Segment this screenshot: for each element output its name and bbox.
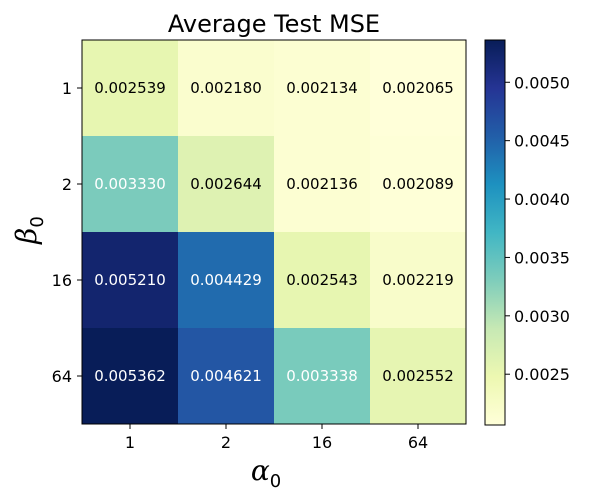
- heatmap-cell-label: 0.002180: [190, 79, 262, 97]
- heatmap-cell: [82, 136, 178, 232]
- heatmap-cell-label: 0.002089: [382, 175, 454, 193]
- y-axis-label-subscript: 0: [27, 216, 48, 227]
- heatmap-cell: [370, 40, 466, 136]
- x-axis-label-subscript: 0: [270, 471, 281, 492]
- colorbar-tick-label: 0.0040: [514, 190, 570, 209]
- heatmap-cell: [274, 232, 370, 328]
- heatmap-cell-label: 0.003330: [94, 175, 166, 193]
- y-tick-label: 2: [62, 175, 72, 194]
- heatmap-cell-label: 0.004429: [190, 271, 262, 289]
- heatmap-cell-label: 0.004621: [190, 367, 262, 385]
- heatmap-cell-label: 0.002644: [190, 175, 262, 193]
- heatmap-cell: [82, 328, 178, 424]
- chart-title: Average Test MSE: [168, 10, 380, 38]
- heatmap-cell-label: 0.002136: [286, 175, 358, 193]
- colorbar: [484, 39, 506, 426]
- x-tick-label: 16: [312, 433, 332, 452]
- heatmap-cells: [82, 40, 466, 424]
- heatmap-cell: [370, 136, 466, 232]
- heatmap-cell: [178, 232, 274, 328]
- heatmap-cell-label: 0.002065: [382, 79, 454, 97]
- heatmap-cell-label: 0.002134: [286, 79, 358, 97]
- colorbar-tick-label: 0.0035: [514, 248, 570, 267]
- heatmap-cell-label: 0.002543: [286, 271, 358, 289]
- y-tick-label: 64: [52, 367, 72, 386]
- y-tick-label: 16: [52, 271, 72, 290]
- heatmap-cell: [82, 40, 178, 136]
- heatmap-cell: [274, 136, 370, 232]
- heatmap-cell: [370, 232, 466, 328]
- heatmap-cell: [82, 232, 178, 328]
- plot-frame: [81, 39, 467, 425]
- y-axis-ticks: 1 2 16 64: [52, 79, 82, 386]
- heatmap-cell-label: 0.002552: [382, 367, 454, 385]
- x-axis-label-base: α: [251, 454, 270, 487]
- heatmap-cell-label: 0.005210: [94, 271, 166, 289]
- heatmap-cell-label: 0.002219: [382, 271, 454, 289]
- heatmap-cell: [178, 40, 274, 136]
- colorbar-tick-label: 0.0025: [514, 365, 570, 384]
- y-axis-label: β0: [10, 216, 48, 245]
- colorbar-tick-label: 0.0030: [514, 307, 570, 326]
- x-axis-label: α0: [251, 454, 281, 492]
- x-tick-label: 2: [221, 433, 231, 452]
- colorbar-ticks: 0.0025 0.0030 0.0035 0.0040 0.0045 0.0050: [505, 73, 570, 384]
- heatmap-cell: [274, 40, 370, 136]
- x-axis-ticks: 1 2 16 64: [125, 424, 428, 452]
- heatmap-cell-label: 0.005362: [94, 367, 166, 385]
- heatmap-cell-labels: 0.002539 0.002180 0.002134 0.002065 0.003330…: [94, 79, 454, 385]
- heatmap-cell: [370, 328, 466, 424]
- heatmap-cell: [178, 136, 274, 232]
- colorbar-tick-label: 0.0045: [514, 132, 570, 151]
- heatmap-cell-label: 0.003338: [286, 367, 358, 385]
- y-tick-label: 1: [62, 79, 72, 98]
- x-tick-label: 64: [408, 433, 428, 452]
- heatmap-cell-label: 0.002539: [94, 79, 166, 97]
- heatmap-cell: [274, 328, 370, 424]
- y-axis-label-base: β: [10, 228, 43, 245]
- colorbar-tick-label: 0.0050: [514, 73, 570, 92]
- heatmap-cell: [178, 328, 274, 424]
- x-tick-label: 1: [125, 433, 135, 452]
